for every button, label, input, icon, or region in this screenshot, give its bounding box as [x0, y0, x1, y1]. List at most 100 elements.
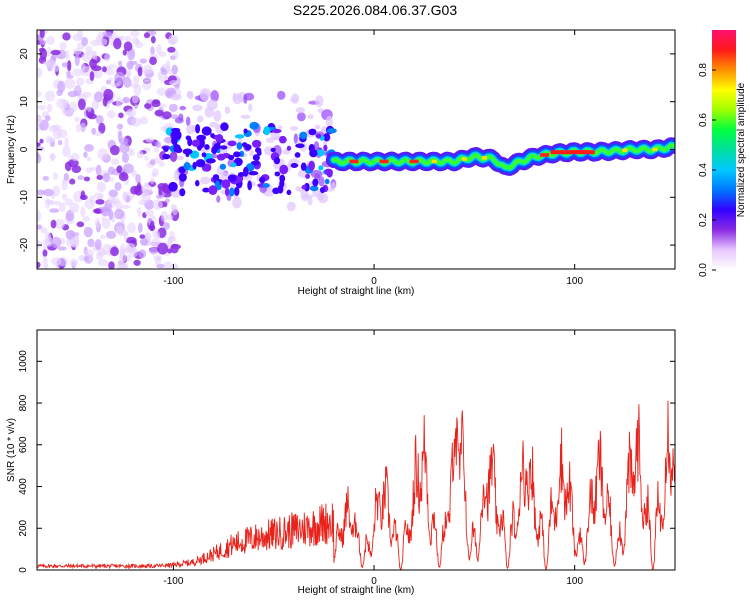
noise-blob — [76, 221, 85, 228]
signal-blob — [279, 164, 289, 175]
signal-blob — [286, 189, 292, 196]
noise-blob — [331, 182, 336, 189]
noise-blob — [94, 238, 102, 251]
ridge-peak — [550, 150, 595, 155]
noise-blob — [213, 110, 222, 122]
noise-blob — [307, 197, 313, 206]
noise-blob — [101, 216, 106, 221]
x-tick-label: 100 — [566, 576, 583, 587]
noise-blob — [73, 48, 82, 55]
noise-blob — [121, 152, 130, 164]
noise-blob — [101, 218, 111, 229]
noise-blob — [113, 38, 122, 50]
noise-blob — [108, 77, 113, 82]
noise-blob — [156, 263, 165, 269]
signal-blob — [308, 128, 317, 136]
noise-blob — [114, 208, 125, 220]
noise-blob — [139, 116, 149, 125]
signal-blob — [229, 187, 235, 197]
noise-blob — [138, 249, 147, 259]
noise-blob — [155, 256, 161, 262]
noise-blob — [39, 39, 47, 45]
noise-blob — [56, 89, 63, 97]
noise-blob — [122, 49, 127, 56]
noise-blob — [37, 153, 42, 164]
noise-blob — [124, 110, 134, 116]
noise-blob — [87, 238, 95, 248]
noise-blob — [59, 42, 67, 51]
noise-blob — [50, 49, 61, 56]
signal-blob — [210, 133, 215, 138]
colorbar-tick-label: 0.6 — [698, 113, 709, 127]
noise-blob — [141, 79, 152, 91]
noise-blob — [37, 114, 43, 125]
signal-blob — [316, 149, 325, 157]
noise-blob — [50, 219, 57, 229]
signal-blob — [215, 133, 224, 143]
noise-blob — [130, 83, 140, 88]
noise-blob — [131, 117, 142, 127]
noise-blob — [116, 225, 124, 236]
noise-blob — [133, 104, 139, 110]
noise-blob — [51, 257, 62, 266]
signal-blob — [178, 173, 187, 182]
noise-blob — [124, 35, 132, 43]
noise-blob — [243, 92, 255, 101]
signal-blob — [195, 159, 206, 168]
noise-blob — [71, 165, 82, 174]
noise-blob — [163, 261, 173, 269]
noise-blob — [178, 113, 184, 121]
noise-blob — [68, 159, 79, 168]
noise-blob — [158, 161, 165, 167]
noise-blob — [232, 93, 243, 105]
noise-blob — [89, 71, 95, 82]
noise-blob — [173, 169, 181, 181]
signal-blob — [312, 178, 319, 187]
noise-blob — [46, 103, 53, 113]
noise-blob — [96, 175, 103, 181]
noise-blob — [73, 86, 82, 91]
noise-blob — [196, 115, 204, 123]
noise-blob — [170, 93, 182, 101]
noise-blob — [145, 137, 154, 143]
noise-blob — [169, 55, 176, 61]
noise-blob — [139, 238, 149, 246]
noise-blob — [118, 253, 127, 263]
ridge-hotspot — [622, 148, 628, 153]
noise-blob — [118, 172, 129, 182]
noise-blob — [325, 115, 333, 128]
noise-blob — [51, 236, 62, 249]
signal-blob — [239, 150, 245, 158]
spectrogram-blobs — [37, 30, 675, 269]
signal-blob — [309, 149, 318, 158]
noise-blob — [200, 176, 211, 185]
y-tick-label: 600 — [18, 436, 29, 453]
noise-blob — [86, 156, 92, 162]
noise-blob — [85, 167, 92, 174]
noise-blob — [240, 114, 251, 119]
signal-blob — [168, 184, 178, 189]
noise-blob — [38, 47, 45, 53]
noise-blob — [98, 259, 109, 267]
noise-blob — [150, 46, 155, 55]
colorbar-tick-label: 0.0 — [698, 263, 709, 277]
noise-blob — [74, 54, 80, 67]
noise-blob — [45, 236, 53, 247]
noise-blob — [199, 91, 210, 101]
signal-blob — [262, 183, 270, 188]
noise-blob — [249, 149, 254, 157]
signal-blob — [204, 144, 210, 150]
signal-blob — [227, 154, 235, 161]
noise-blob — [115, 96, 122, 108]
noise-blob — [265, 137, 275, 143]
noise-blob — [118, 60, 123, 67]
noise-blob — [123, 41, 133, 52]
noise-blob — [216, 195, 221, 203]
ridge-hotspot — [540, 153, 550, 157]
noise-blob — [80, 63, 86, 73]
noise-blob — [168, 79, 179, 86]
signal-blob — [319, 186, 326, 194]
noise-blob — [37, 67, 43, 78]
chart-title: S225.2026.084.06.37.G03 — [292, 2, 458, 18]
